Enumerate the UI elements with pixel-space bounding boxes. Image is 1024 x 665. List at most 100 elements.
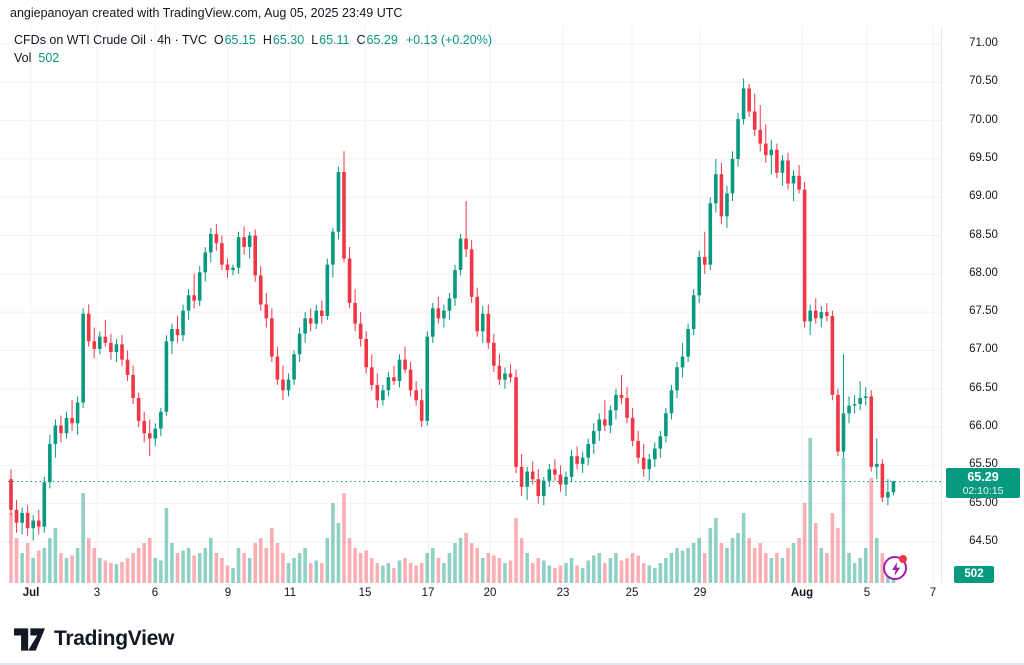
candle: [331, 231, 335, 265]
candle: [764, 143, 768, 156]
volume-bar: [209, 538, 213, 583]
candle: [375, 384, 380, 401]
volume-bar: [186, 548, 191, 583]
candle: [397, 359, 402, 382]
close-value: C 65.29: [356, 33, 398, 47]
candle: [591, 430, 596, 444]
volume-bar: [875, 538, 879, 583]
volume-bar: [653, 568, 657, 583]
chart-pane[interactable]: CFDs on WTI Crude Oil · 4h · TVC O 65.15 …: [0, 26, 941, 583]
volume-bar: [31, 558, 35, 583]
volume-bar: [641, 563, 646, 583]
time-axis-label: 25: [625, 587, 639, 599]
volume-bar: [270, 528, 274, 583]
volume-bar: [25, 543, 30, 583]
time-axis-label: 3: [93, 587, 101, 599]
volume-bar: [863, 548, 868, 583]
tradingview-logo[interactable]: TradingView: [14, 627, 174, 651]
volume-bar: [530, 563, 535, 583]
volume-bar: [547, 565, 552, 583]
candle: [786, 160, 790, 184]
candle: [863, 396, 868, 398]
candle: [186, 295, 191, 311]
candle: [109, 342, 113, 352]
bar-countdown: 02:10:15: [962, 484, 1004, 497]
candle: [875, 463, 879, 467]
volume-bar: [225, 565, 230, 583]
candle: [769, 149, 774, 156]
candle: [231, 267, 235, 271]
volume-bar: [569, 558, 574, 583]
volume-bar: [286, 563, 291, 583]
price-axis-label: 67.00: [969, 343, 998, 356]
volume-bar: [64, 558, 69, 583]
volume-bar: [42, 548, 47, 583]
candle: [125, 359, 130, 375]
volume-bar: [369, 558, 374, 583]
time-axis[interactable]: Jul 3 6 9 11 15 17 20 23 25 29 Aug 5 7: [0, 583, 941, 607]
volume-bar: [59, 553, 63, 583]
candle: [813, 310, 818, 319]
candle: [258, 275, 263, 305]
legend-row-ohlc: CFDs on WTI Crude Oil · 4h · TVC O 65.15 …: [14, 31, 492, 49]
candle: [603, 419, 607, 426]
candle: [81, 313, 85, 403]
volume-bar: [20, 553, 24, 583]
candle: [697, 256, 701, 296]
price-axis-label: 70.00: [969, 113, 998, 126]
volume-bar: [408, 563, 413, 583]
volume-bar: [736, 533, 740, 583]
volume-bar: [586, 560, 590, 583]
candle: [25, 512, 30, 529]
candle: [59, 425, 63, 434]
candle: [647, 459, 652, 470]
candle: [419, 400, 424, 421]
volume-bar: [858, 558, 862, 583]
price-axis[interactable]: 64.50 65.00 65.50 66.00 66.50 67.00 67.50 68.00…: [941, 26, 1024, 583]
volume-bar: [558, 565, 563, 583]
lightning-button[interactable]: [883, 555, 907, 580]
volume-bar: [847, 553, 851, 583]
volume-bar: [730, 538, 735, 583]
candle: [358, 323, 363, 339]
candle: [719, 174, 724, 217]
volume-bar: [647, 565, 652, 583]
candle: [247, 235, 252, 248]
volume-bar: [686, 548, 690, 583]
volume-bar: [175, 553, 180, 583]
candle: [580, 457, 585, 464]
candle: [386, 377, 391, 391]
volume-bar: [353, 548, 357, 583]
candle: [575, 456, 579, 464]
candle: [20, 512, 24, 523]
candle: [891, 481, 896, 493]
volume-bar: [802, 503, 807, 583]
volume-bar: [109, 563, 113, 583]
candle: [164, 341, 169, 412]
volume-bar: [48, 538, 52, 583]
price-axis-label: 69.50: [969, 151, 998, 164]
candle: [48, 443, 52, 483]
volume-bar: [764, 553, 768, 583]
bottom-border: [0, 663, 1024, 665]
candle: [275, 356, 280, 380]
volume-bar: [675, 548, 679, 583]
volume-bar: [519, 538, 524, 583]
volume-bar: [214, 553, 219, 583]
time-axis-label: 23: [556, 587, 570, 599]
symbol-title[interactable]: CFDs on WTI Crude Oil · 4h · TVC: [14, 33, 207, 47]
candle: [142, 420, 146, 434]
candle: [758, 129, 763, 144]
volume-bar: [442, 563, 446, 583]
volume-bar: [719, 543, 724, 583]
candle: [469, 249, 474, 297]
lightning-icon: [892, 562, 901, 576]
candle: [564, 476, 568, 485]
candle: [453, 270, 457, 299]
time-axis-label: 6: [151, 587, 159, 599]
volume-bar: [464, 533, 468, 583]
candle: [819, 312, 824, 319]
candle: [841, 413, 846, 452]
price-axis-label: 64.50: [969, 535, 998, 547]
